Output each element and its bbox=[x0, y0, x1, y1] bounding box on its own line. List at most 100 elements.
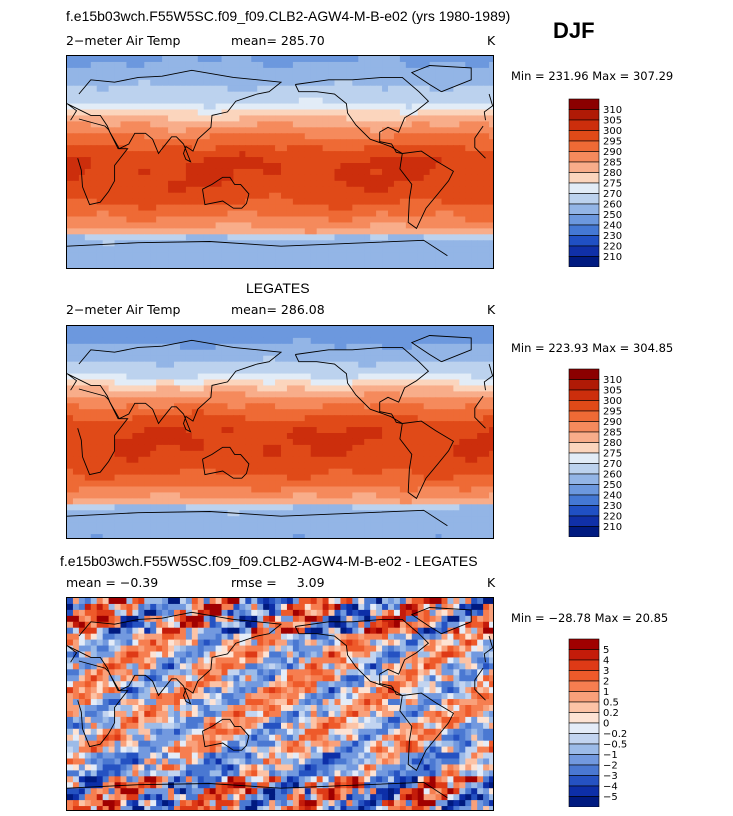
heatmap-cell bbox=[197, 492, 205, 499]
heatmap-cell bbox=[441, 186, 449, 194]
heatmap-cell bbox=[90, 343, 98, 351]
heatmap-cell bbox=[203, 85, 211, 93]
heatmap-cell bbox=[269, 504, 276, 511]
heatmap-cell bbox=[423, 373, 431, 381]
heatmap-cell bbox=[405, 246, 413, 253]
heatmap-cell bbox=[352, 444, 359, 452]
heatmap-cell bbox=[447, 163, 454, 170]
heatmap-cell bbox=[477, 361, 484, 369]
heatmap-cell bbox=[441, 498, 449, 505]
heatmap-cell bbox=[328, 391, 336, 398]
heatmap-cell bbox=[221, 97, 229, 105]
heatmap-cell bbox=[209, 456, 217, 464]
heatmap-cell bbox=[352, 246, 359, 253]
heatmap-cell bbox=[185, 379, 193, 387]
heatmap-cell bbox=[399, 462, 407, 470]
heatmap-cell bbox=[251, 492, 258, 499]
heatmap-cell bbox=[483, 385, 490, 392]
heatmap-cell bbox=[203, 180, 211, 188]
heatmap-cell bbox=[411, 468, 419, 476]
heatmap-cell bbox=[376, 492, 383, 499]
heatmap-cell bbox=[138, 97, 145, 105]
heatmap-cell bbox=[156, 216, 163, 224]
heatmap-cell bbox=[120, 127, 128, 134]
heatmap-cell bbox=[90, 403, 98, 410]
heatmap-cell bbox=[227, 373, 235, 381]
heatmap-cell bbox=[286, 349, 294, 357]
heatmap-cell bbox=[215, 67, 223, 75]
heatmap-cell bbox=[150, 361, 157, 369]
heatmap-cell bbox=[227, 163, 235, 170]
heatmap-cell bbox=[489, 427, 493, 434]
heatmap-cell bbox=[90, 450, 98, 458]
heatmap-cell bbox=[257, 326, 264, 333]
heatmap-cell bbox=[174, 468, 181, 476]
heatmap-cell bbox=[358, 385, 365, 392]
heatmap-cell bbox=[441, 240, 449, 247]
heatmap-cell bbox=[185, 397, 193, 404]
heatmap-cell bbox=[322, 234, 330, 241]
heatmap-cell bbox=[84, 127, 92, 134]
heatmap-cell bbox=[209, 415, 217, 422]
heatmap-cell bbox=[304, 109, 312, 117]
heatmap-cell bbox=[435, 192, 443, 200]
heatmap-cell bbox=[227, 115, 235, 122]
heatmap-cell bbox=[150, 415, 157, 422]
heatmap-cell bbox=[150, 198, 157, 206]
heatmap-cell bbox=[376, 127, 383, 134]
heatmap-cell bbox=[352, 438, 359, 446]
heatmap-cell bbox=[429, 210, 437, 218]
heatmap-cell bbox=[340, 228, 347, 235]
heatmap-cell bbox=[239, 97, 246, 105]
heatmap-cell bbox=[477, 67, 484, 75]
heatmap-cell bbox=[221, 210, 229, 218]
heatmap-cell bbox=[465, 373, 472, 381]
heatmap-cell bbox=[447, 326, 454, 333]
heatmap-cell bbox=[67, 403, 74, 410]
heatmap-cell bbox=[227, 133, 235, 140]
heatmap-cell bbox=[227, 474, 235, 482]
heatmap-cell bbox=[150, 163, 157, 170]
heatmap-cell bbox=[423, 415, 431, 422]
heatmap-cell bbox=[114, 151, 122, 158]
heatmap-cell bbox=[257, 385, 264, 392]
heatmap-cell bbox=[126, 385, 133, 392]
heatmap-cell bbox=[72, 516, 80, 523]
heatmap-cell bbox=[298, 373, 306, 381]
heatmap-cell bbox=[150, 151, 157, 158]
heatmap-cell bbox=[197, 61, 205, 69]
heatmap-cell bbox=[292, 174, 300, 182]
heatmap-cell bbox=[465, 61, 472, 69]
heatmap-cell bbox=[364, 121, 371, 128]
heatmap-cell bbox=[227, 198, 235, 206]
heatmap-cell bbox=[78, 427, 86, 434]
heatmap-cell bbox=[263, 216, 270, 224]
heatmap-cell bbox=[310, 67, 318, 75]
heatmap-cell bbox=[84, 504, 92, 511]
heatmap-cell bbox=[144, 222, 151, 229]
heatmap-cell bbox=[108, 331, 116, 339]
heatmap-cell bbox=[203, 186, 211, 194]
heatmap-cell bbox=[78, 361, 86, 369]
heatmap-cell bbox=[465, 444, 472, 452]
heatmap-cell bbox=[322, 331, 330, 339]
heatmap-cell bbox=[239, 492, 246, 499]
panel2-title: LEGATES bbox=[246, 280, 310, 296]
heatmap-cell bbox=[108, 79, 116, 87]
heatmap-cell bbox=[328, 151, 336, 158]
heatmap-cell bbox=[257, 355, 264, 363]
heatmap-cell bbox=[120, 216, 128, 224]
heatmap-cell bbox=[275, 343, 282, 351]
heatmap-cell bbox=[298, 139, 306, 146]
heatmap-cell bbox=[447, 121, 454, 128]
heatmap-cell bbox=[168, 391, 175, 398]
heatmap-cell bbox=[316, 433, 324, 440]
heatmap-cell bbox=[388, 379, 395, 387]
heatmap-cell bbox=[72, 121, 80, 128]
heatmap-cell bbox=[156, 415, 163, 422]
heatmap-cell bbox=[269, 510, 276, 517]
heatmap-cell bbox=[102, 326, 110, 333]
heatmap-cell bbox=[399, 391, 407, 398]
heatmap-cell bbox=[352, 168, 359, 176]
heatmap-cell bbox=[263, 415, 270, 422]
